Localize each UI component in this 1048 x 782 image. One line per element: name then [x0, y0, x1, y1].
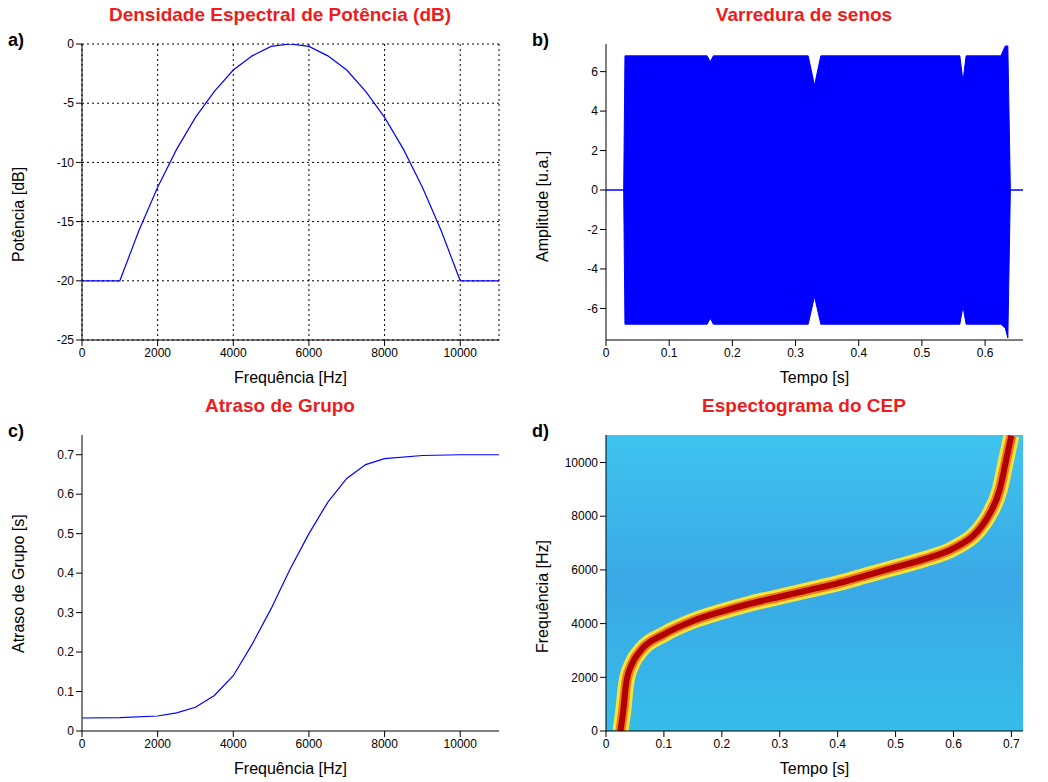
svg-text:-4: -4: [587, 262, 598, 276]
svg-text:0: 0: [79, 737, 86, 751]
svg-text:4000: 4000: [220, 737, 247, 751]
svg-text:0.2: 0.2: [724, 346, 741, 360]
svg-text:Potência [dB]: Potência [dB]: [10, 167, 27, 262]
svg-text:0.6: 0.6: [977, 346, 994, 360]
svg-text:0.1: 0.1: [57, 685, 74, 699]
svg-text:0.4: 0.4: [850, 346, 867, 360]
svg-text:-25: -25: [57, 333, 75, 347]
svg-text:6000: 6000: [296, 737, 323, 751]
svg-text:10000: 10000: [444, 737, 478, 751]
svg-text:-6: -6: [587, 302, 598, 316]
svg-text:6000: 6000: [296, 346, 323, 360]
svg-text:0.6: 0.6: [945, 737, 962, 751]
svg-text:2: 2: [591, 144, 598, 158]
html-text:c): c): [8, 421, 24, 441]
html-text:Espectograma do CEP: Espectograma do CEP: [702, 395, 906, 416]
svg-text:4000: 4000: [220, 346, 247, 360]
svg-text:-10: -10: [57, 156, 75, 170]
svg-text:0: 0: [67, 724, 74, 738]
svg-text:8000: 8000: [371, 737, 398, 751]
svg-text:0.6: 0.6: [57, 487, 74, 501]
svg-text:0.2: 0.2: [713, 737, 730, 751]
svg-text:0.5: 0.5: [57, 527, 74, 541]
svg-text:Frequência [Hz]: Frequência [Hz]: [534, 540, 551, 653]
html-text:a): a): [8, 30, 24, 50]
svg-text:Frequência [Hz]: Frequência [Hz]: [234, 369, 347, 386]
svg-text:0.3: 0.3: [787, 346, 804, 360]
svg-text:0.4: 0.4: [57, 566, 74, 580]
svg-text:0: 0: [603, 737, 610, 751]
svg-text:2000: 2000: [144, 346, 171, 360]
svg-text:2000: 2000: [571, 671, 598, 685]
html-text:b): b): [532, 30, 549, 50]
svg-text:0: 0: [79, 346, 86, 360]
svg-text:0.1: 0.1: [661, 346, 678, 360]
html-text:Atraso de Grupo: Atraso de Grupo: [205, 395, 355, 416]
svg-text:2000: 2000: [144, 737, 171, 751]
svg-text:-20: -20: [57, 274, 75, 288]
svg-text:0.2: 0.2: [57, 645, 74, 659]
svg-text:0.3: 0.3: [771, 737, 788, 751]
svg-text:Amplitude [u.a.]: Amplitude [u.a.]: [534, 151, 551, 262]
svg-text:0.7: 0.7: [1003, 737, 1020, 751]
html-text:d): d): [532, 421, 549, 441]
svg-text:Tempo [s]: Tempo [s]: [780, 760, 849, 777]
svg-text:6: 6: [591, 65, 598, 79]
svg-text:0.5: 0.5: [887, 737, 904, 751]
svg-text:8000: 8000: [571, 509, 598, 523]
html-text:Densidade Espectral de Potênci: Densidade Espectral de Potência (dB): [109, 4, 451, 25]
svg-text:0.5: 0.5: [914, 346, 931, 360]
svg-text:Atraso de Grupo [s]: Atraso de Grupo [s]: [10, 514, 27, 653]
svg-text:Frequência [Hz]: Frequência [Hz]: [234, 760, 347, 777]
svg-text:-5: -5: [63, 96, 74, 110]
svg-text:4000: 4000: [571, 617, 598, 631]
svg-text:10000: 10000: [444, 346, 478, 360]
svg-text:4: 4: [591, 104, 598, 118]
svg-text:0.4: 0.4: [829, 737, 846, 751]
svg-text:-2: -2: [587, 223, 598, 237]
svg-text:0.7: 0.7: [57, 448, 74, 462]
svg-text:8000: 8000: [371, 346, 398, 360]
svg-text:10000: 10000: [565, 456, 599, 470]
html-text:Varredura de senos: Varredura de senos: [715, 4, 893, 25]
svg-text:0: 0: [591, 183, 598, 197]
svg-text:0: 0: [67, 37, 74, 51]
svg-text:0: 0: [591, 724, 598, 738]
svg-text:0.1: 0.1: [656, 737, 673, 751]
svg-text:-15: -15: [57, 215, 75, 229]
svg-text:0: 0: [603, 346, 610, 360]
svg-text:0.3: 0.3: [57, 606, 74, 620]
svg-text:6000: 6000: [571, 563, 598, 577]
svg-text:Tempo [s]: Tempo [s]: [780, 369, 849, 386]
